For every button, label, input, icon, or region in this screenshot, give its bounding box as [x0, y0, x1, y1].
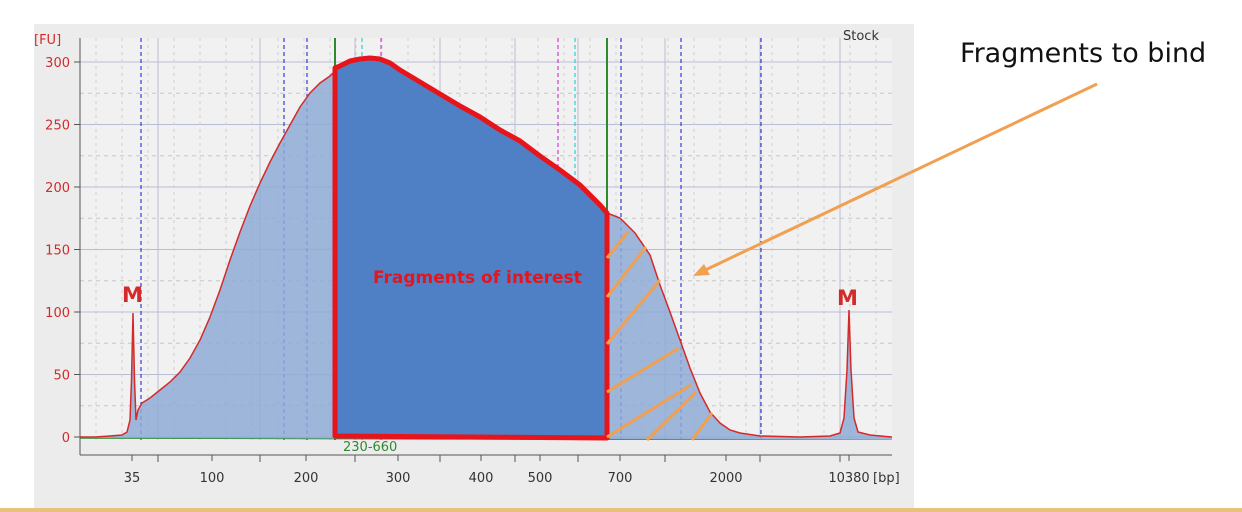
x-tick-label: 300	[386, 471, 411, 486]
sample-name: Stock	[843, 29, 879, 44]
x-tick-label: 400	[469, 471, 494, 486]
hatch-layer	[605, 231, 714, 442]
hatch-stroke	[605, 246, 648, 298]
y-tick-label: 0	[62, 431, 70, 446]
y-tick-label: 100	[45, 306, 70, 321]
x-tick-label: 2000	[709, 471, 742, 486]
x-tick-label: 100	[200, 471, 225, 486]
area-layer	[80, 55, 893, 441]
marker-label-right: M	[837, 286, 858, 310]
range-label: 230-660	[343, 440, 397, 455]
hatch-stroke	[645, 390, 698, 442]
x-axis-unit: [bp]	[873, 471, 900, 486]
region-of-interest	[332, 55, 610, 441]
marker-label-left: M	[122, 283, 143, 307]
y-axis-unit: [FU]	[34, 33, 61, 48]
hatch-stroke	[690, 412, 714, 441]
y-ticks: 0 50 100 150 200 250 300	[45, 56, 80, 446]
y-tick-label: 200	[45, 181, 70, 196]
y-tick-label: 50	[53, 369, 70, 384]
y-tick-label: 150	[45, 244, 70, 259]
callout-arrowhead	[693, 264, 710, 276]
hatch-stroke	[605, 279, 662, 345]
bottom-rule	[0, 508, 1242, 512]
x-tick-label: 500	[528, 471, 553, 486]
hatch-stroke	[606, 346, 680, 394]
x-tick-label: 10380	[828, 471, 869, 486]
hatch-stroke	[606, 383, 692, 439]
y-tick-label: 250	[45, 119, 70, 134]
callout-arrow-shaft	[698, 82, 1098, 275]
y-tick-label: 300	[45, 56, 70, 71]
region-of-interest-label: Fragments of interest	[373, 268, 582, 288]
callout-text: Fragments to bind	[960, 38, 1206, 69]
x-tick-label: 200	[294, 471, 319, 486]
x-tick-label: 35	[124, 471, 141, 486]
x-tick-label: 700	[608, 471, 633, 486]
x-ticks: 35 100 200 300 400 500 700 2000 10380	[124, 455, 870, 486]
hatch-stroke	[605, 231, 630, 259]
